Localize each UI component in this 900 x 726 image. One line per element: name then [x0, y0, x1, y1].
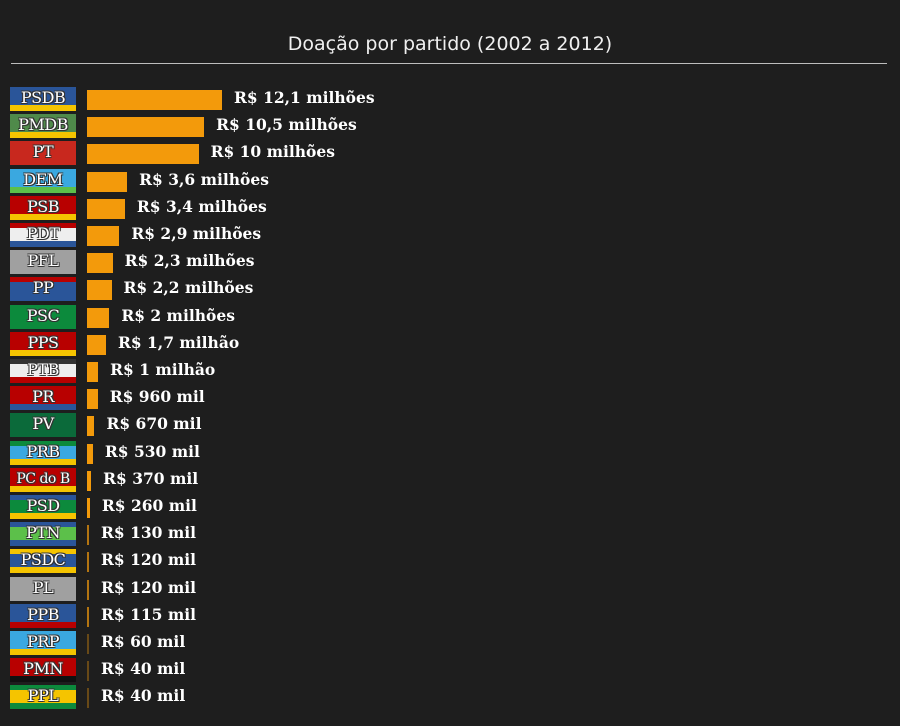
party-badge: PPL — [10, 685, 76, 710]
party-badge: PT — [10, 141, 76, 166]
party-badge: PV — [10, 413, 76, 438]
party-badge: PR — [10, 386, 76, 411]
bar — [87, 226, 120, 246]
party-badge: PPS — [10, 331, 76, 356]
bar — [87, 470, 92, 491]
value-label: R$ 260 mil — [101, 496, 197, 515]
bar — [87, 416, 95, 437]
party-badge: PSD — [10, 495, 76, 519]
bar — [87, 144, 199, 165]
party-badge: PRP — [10, 631, 76, 655]
value-label: R$ 2,3 milhões — [124, 251, 255, 271]
party-badge: PSDB — [10, 87, 76, 111]
bar — [87, 307, 110, 328]
value-label: R$ 130 mil — [101, 523, 196, 543]
party-badge: PDT — [10, 223, 76, 247]
value-label: R$ 40 mil — [101, 659, 186, 679]
party-badge: PC do B — [10, 467, 76, 492]
party-badge: PMN — [10, 658, 76, 683]
party-badge: PRB — [10, 440, 76, 465]
value-label: R$ 2,2 milhões — [123, 278, 254, 298]
value-label: R$ 40 mil — [101, 686, 186, 706]
party-badge: PL — [10, 576, 76, 601]
value-label: R$ 12,1 milhões — [234, 88, 375, 107]
value-label: R$ 2 milhões — [121, 305, 235, 325]
value-label: R$ 3,6 milhões — [139, 169, 269, 189]
bar — [87, 606, 89, 627]
bar — [87, 661, 89, 682]
value-label: R$ 3,4 milhões — [136, 196, 267, 216]
value-label: R$ 10,5 milhões — [216, 115, 357, 135]
bar — [87, 634, 89, 654]
value-label: R$ 60 mil — [101, 632, 186, 651]
bar — [87, 525, 89, 546]
value-label: R$ 1 milhão — [110, 360, 216, 379]
bar — [87, 362, 99, 382]
bar — [87, 280, 112, 301]
bar — [87, 498, 90, 518]
party-badge: PTN — [10, 522, 76, 547]
bar — [87, 253, 113, 274]
value-label: R$ 670 mil — [106, 414, 202, 434]
bar — [87, 552, 89, 573]
bar — [87, 171, 128, 192]
chart-title: Doação por partido (2002 a 2012) — [287, 33, 613, 55]
bar — [87, 389, 98, 410]
bar — [87, 117, 205, 138]
bar — [87, 579, 89, 600]
party-badge: PSDC — [10, 549, 76, 574]
party-badge: DEM — [10, 168, 76, 193]
party-badge: PFL — [10, 250, 76, 275]
value-label: R$ 10 milhões — [210, 142, 335, 162]
party-badge: PSB — [10, 195, 76, 220]
party-badge: PSC — [10, 304, 76, 329]
value-label: R$ 115 mil — [101, 604, 196, 624]
value-label: R$ 120 mil — [101, 577, 196, 597]
value-label: R$ 1,7 milhão — [117, 332, 240, 352]
bar — [87, 90, 222, 110]
party-badge: PMDB — [10, 114, 76, 139]
party-badge: PTB — [10, 359, 76, 383]
value-label: R$ 120 mil — [101, 550, 196, 570]
value-label: R$ 370 mil — [103, 468, 199, 488]
value-label: R$ 530 mil — [104, 441, 200, 461]
value-label: R$ 2,9 milhões — [131, 224, 262, 243]
bar — [87, 334, 106, 355]
party-badge: PPB — [10, 603, 76, 628]
party-badge: PP — [10, 277, 76, 302]
bar — [87, 688, 89, 709]
bar — [87, 443, 93, 464]
title-divider — [11, 63, 887, 64]
bar — [87, 198, 125, 219]
value-label: R$ 960 mil — [109, 387, 205, 407]
